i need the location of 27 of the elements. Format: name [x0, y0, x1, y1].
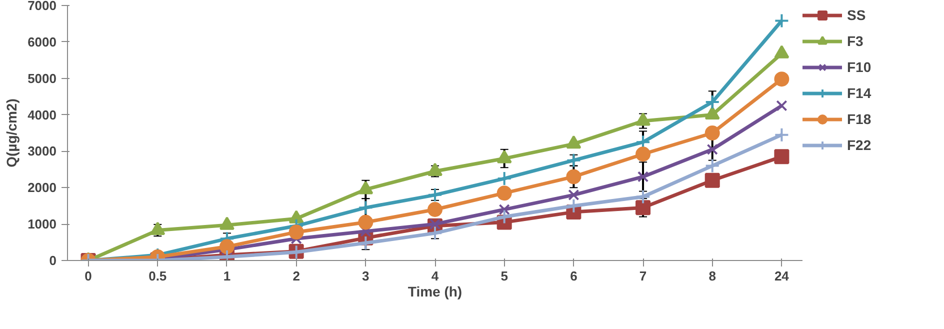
- legend-label: F18: [847, 111, 872, 127]
- x-tick-label: 4: [431, 268, 440, 284]
- y-axis-title: Q(µg/cm2): [4, 98, 20, 168]
- legend-label: F3: [847, 33, 864, 49]
- x-tick-label: 0: [84, 268, 92, 284]
- x-tick-label: 2: [292, 268, 300, 284]
- legend-label: F10: [847, 59, 872, 75]
- y-tick-label: 0: [49, 253, 57, 268]
- y-tick-label: 5000: [28, 70, 56, 86]
- y-tick-label: 3000: [28, 144, 56, 159]
- x-tick-label: 6: [570, 268, 578, 284]
- y-tick-label: 1000: [28, 216, 56, 232]
- legend-label: F14: [847, 85, 872, 101]
- y-tick-label: 2000: [28, 180, 56, 196]
- x-tick-label: 7: [639, 268, 647, 284]
- y-tick-label: 6000: [28, 34, 56, 50]
- legend-label: SS: [847, 7, 867, 23]
- y-tick-label: 7000: [28, 0, 56, 13]
- x-tick-label: 1: [223, 268, 231, 284]
- legend-label: F22: [847, 137, 872, 153]
- x-tick-label: 3: [362, 268, 370, 284]
- x-tick-label: 8: [708, 268, 716, 284]
- y-tick-label: 4000: [28, 107, 56, 122]
- x-tick-label: 0.5: [148, 268, 167, 284]
- x-tick-label: 5: [500, 268, 508, 284]
- x-tick-label: 24: [774, 268, 790, 284]
- x-axis-title: Time (h): [408, 284, 462, 300]
